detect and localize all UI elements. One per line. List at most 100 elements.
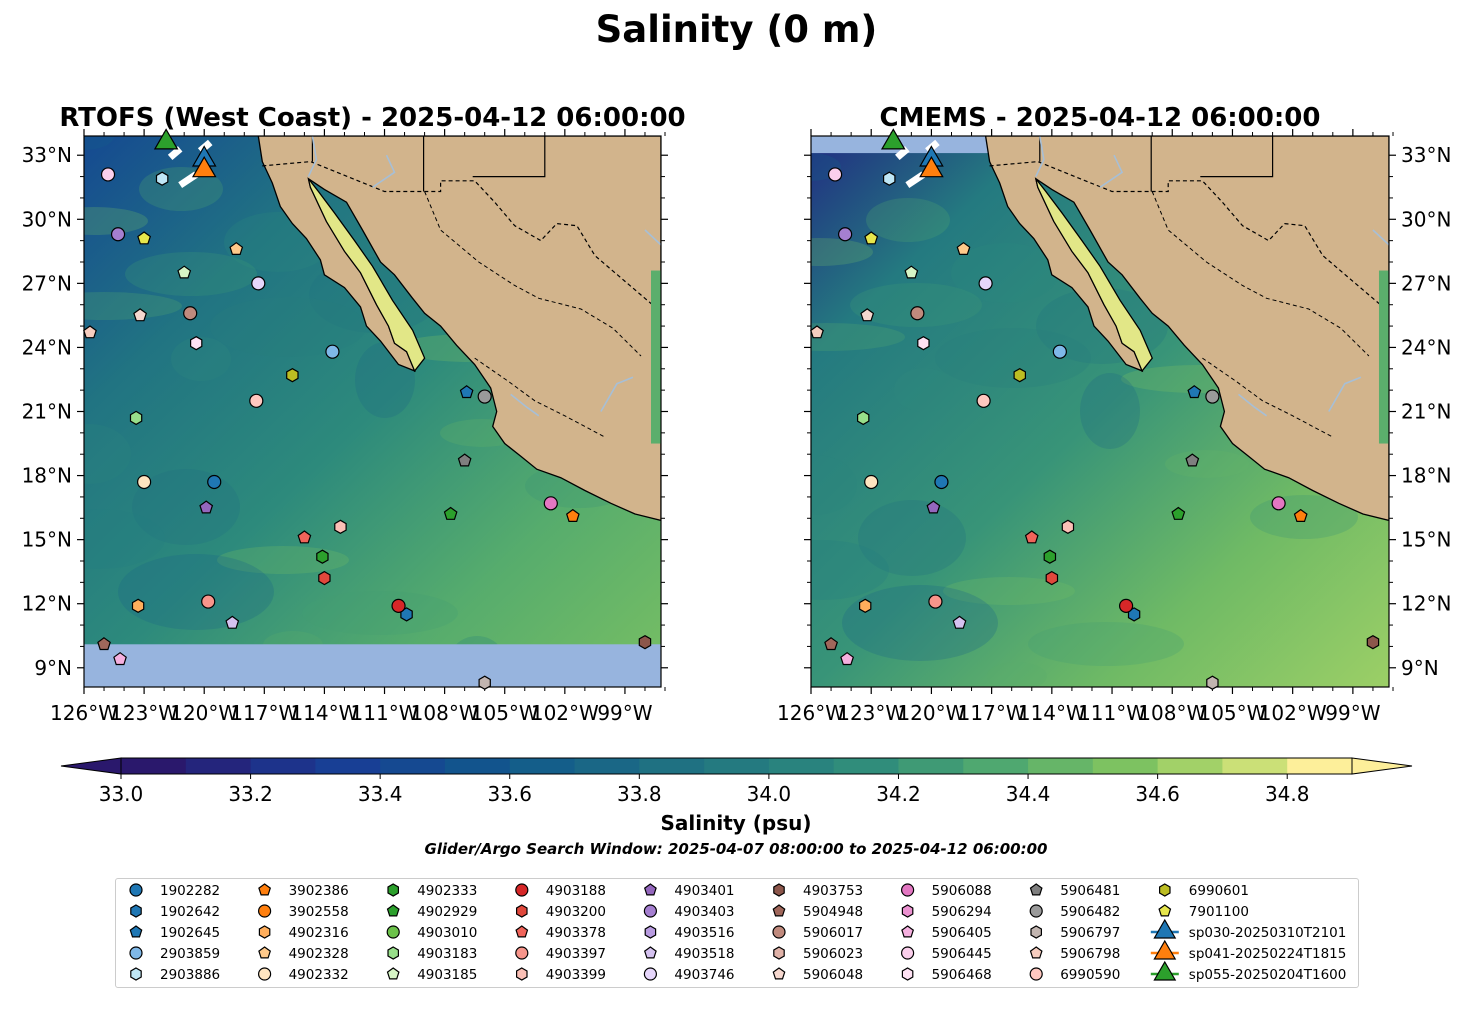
eddy-texture	[125, 252, 257, 296]
river	[644, 229, 661, 246]
y-tick-label: 12°N	[1401, 592, 1451, 616]
x-tick-label: 99°W	[1325, 701, 1380, 725]
colorbar-extend-high	[1351, 757, 1413, 775]
figure-title: Salinity (0 m)	[595, 8, 878, 51]
eddy-texture	[118, 554, 274, 630]
float-marker-4903183	[856, 410, 870, 426]
float-marker-4903185	[904, 265, 919, 279]
state-border	[1202, 357, 1334, 438]
float-marker-6990590	[976, 393, 991, 408]
river	[1238, 393, 1268, 417]
y-tick-label: 18°N	[22, 464, 72, 488]
eddy-texture	[84, 136, 114, 150]
eddy-texture	[84, 207, 148, 235]
float-marker-4902333	[316, 549, 329, 564]
float-marker-4903188	[1118, 598, 1134, 613]
colorbar-tick-label: 34.8	[1265, 782, 1310, 806]
panel-title: CMEMS - 2025-04-12 06:00:00	[880, 103, 1321, 133]
x-tick-label: 123°W	[110, 701, 178, 725]
eddy-texture	[1165, 450, 1249, 478]
float-marker-5906482	[1205, 389, 1220, 404]
float-marker-4903753	[1366, 635, 1380, 650]
float-marker-4903183	[129, 410, 143, 426]
float-marker-4903401	[199, 500, 214, 514]
float-marker-6990590	[249, 393, 264, 408]
float-marker-4903518	[952, 615, 967, 629]
eddy-texture	[1028, 622, 1184, 666]
y-tick-label: 12°N	[22, 592, 72, 616]
gulf-of-mexico-edge	[1378, 270, 1389, 444]
river	[372, 154, 396, 188]
float-marker-5906017	[910, 306, 925, 321]
state-border	[474, 357, 606, 438]
eddy-texture	[858, 500, 966, 576]
colorbar-bin	[574, 758, 640, 774]
colorbar-tick-label: 33.6	[487, 782, 532, 806]
float-marker-4903753	[638, 635, 652, 650]
float-marker-5906048	[133, 308, 148, 322]
river	[600, 376, 634, 412]
float-marker-5906017	[183, 306, 198, 321]
colorbar-bin	[1092, 758, 1159, 774]
float-marker-5906405	[113, 651, 127, 666]
x-tick-label: 108°W	[1138, 701, 1206, 725]
eddy-texture	[811, 323, 905, 351]
float-marker-4902316	[858, 598, 872, 613]
float-marker-4903401	[926, 500, 941, 514]
legend	[115, 878, 1359, 988]
float-marker-4902328	[956, 241, 971, 255]
panel-title: RTOFS (West Coast) - 2025-04-12 06:00:00	[59, 103, 685, 133]
colorbar-bin	[833, 758, 899, 774]
y-tick-label: 24°N	[22, 335, 72, 359]
float-marker-5906482	[477, 389, 492, 404]
float-marker-4903746	[251, 276, 266, 291]
eddy-texture	[1080, 373, 1140, 449]
colorbar-bin	[768, 758, 835, 774]
river	[1372, 229, 1389, 246]
float-marker-1902282	[934, 474, 949, 490]
land-mass	[257, 136, 661, 522]
float-marker-4902332	[864, 474, 879, 490]
x-tick-label: 108°W	[411, 701, 479, 725]
float-marker-5906405	[840, 651, 855, 666]
glider-marker-sp041-20250224T1815	[191, 155, 217, 178]
eddy-texture	[811, 238, 873, 266]
float-marker-4903200	[1045, 570, 1059, 586]
float-marker-5906798	[810, 325, 824, 339]
colorbar-frame	[120, 757, 1353, 775]
float-marker-7901100	[864, 231, 879, 245]
x-tick-label: 102°W	[531, 701, 599, 725]
colorbar-bin	[898, 758, 964, 774]
float-marker-7901100	[137, 231, 152, 245]
colorbar-tick-label: 33.2	[228, 782, 273, 806]
eddy-texture	[171, 337, 231, 381]
float-marker-5906468	[917, 336, 930, 351]
eddy-texture	[894, 368, 954, 412]
glider-marker-sp041-20250224T1815	[919, 155, 944, 178]
no-data-region	[84, 644, 661, 687]
state-border	[424, 191, 642, 357]
y-tick-label: 18°N	[1401, 464, 1451, 488]
eddy-texture	[842, 585, 998, 661]
float-marker-2903886	[155, 171, 169, 186]
glider-marker-sp055-20250204T1600	[153, 128, 179, 150]
colorbar-bin	[704, 758, 770, 774]
map-panel-rtofs: 126°W123°W120°W117°W114°W111°W108°W105°W…	[22, 103, 686, 725]
float-marker-4903403	[838, 227, 853, 242]
y-tick-label: 9°N	[1401, 656, 1439, 680]
colorbar-tick-label: 33.4	[358, 782, 403, 806]
float-marker-4903200	[318, 570, 331, 586]
colorbar-bin	[963, 758, 1029, 774]
colorbar-bin	[380, 758, 446, 774]
float-marker-5904948	[824, 637, 839, 651]
country-border	[989, 160, 1384, 308]
y-tick-label: 33°N	[22, 143, 72, 167]
y-tick-label: 21°N	[1401, 400, 1451, 424]
float-marker-4902328	[229, 241, 244, 255]
x-tick-label: 99°W	[597, 701, 652, 725]
eddy-texture	[210, 297, 366, 357]
x-tick-label: 126°W	[777, 701, 845, 725]
float-marker-3902386	[1293, 508, 1308, 523]
x-tick-label: 123°W	[837, 701, 905, 725]
